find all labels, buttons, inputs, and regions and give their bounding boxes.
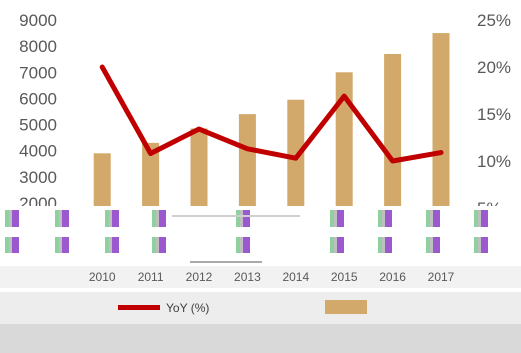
left-tick-label: 6000 [19,89,57,108]
bar-2012 [190,128,208,207]
left-tick-label: 9000 [19,11,57,30]
glitch-stripe [59,210,62,227]
glitch-band [0,266,521,288]
right-tick-label: 15% [477,105,511,124]
glitch-stripe [430,210,433,227]
glitch-stripe [478,237,481,253]
bar-2011 [142,142,160,207]
glitch-band [0,324,521,353]
glitch-stripe [334,237,337,253]
bar-2010 [93,153,111,207]
corrupted-band: 2010 2011 2012 2013 2014 2015 2016 2017 [0,206,521,353]
glitch-stripe [5,237,9,253]
x-tick-label: 2015 [331,270,358,284]
glitch-stripe [105,237,109,253]
glitch-stripe [159,210,166,227]
legend-line-label: YoY (%) [166,301,209,315]
glitch-stripe [156,210,159,227]
glitch-stripe [474,210,478,227]
glitch-stripe [426,237,430,253]
line-layer [99,64,444,164]
glitch-stripe [152,210,156,227]
bar-2014 [287,99,305,207]
x-tick-label: 2016 [379,270,406,284]
bar-2016 [384,53,402,207]
glitch-stripe [240,237,243,253]
glitch-stripe [481,237,488,253]
glitch-stripe [382,237,385,253]
x-tick-label: 2017 [428,270,455,284]
glitch-stripe [330,237,334,253]
glitch-stripe [236,210,240,227]
x-tick-label: 2014 [282,270,309,284]
glitch-stripe [478,210,481,227]
x-tick-label: 2013 [234,270,261,284]
glitch-stripe [9,210,12,227]
legend-bar-swatch [325,300,367,314]
glitch-stripe [330,210,334,227]
x-tick-label: 2012 [186,270,213,284]
right-tick-label: 10% [477,152,511,171]
glitch-stripe [12,210,19,227]
glitch-stripe [378,210,382,227]
x-tick-label: 2010 [89,270,116,284]
glitch-stripe [385,237,392,253]
bar-2017 [432,33,450,208]
glitch-stripe [62,237,69,253]
right-tick-label: 20% [477,58,511,77]
glitch-stripe [55,237,59,253]
glitch-stripe [152,237,156,253]
glitch-stripe [433,210,440,227]
glitch-stripe [236,237,240,253]
glitch-stripe [55,210,59,227]
glitch-stripe [240,210,243,227]
right-tick-label: 25% [477,11,511,30]
legend: YoY (%) [118,300,367,315]
glitch-stripe [105,210,109,227]
glitch-stripe [112,210,119,227]
glitch-stripe [337,237,344,253]
glitch-stripe [385,210,392,227]
glitch-stripe [156,237,159,253]
glitch-stripe [433,237,440,253]
glitch-stripe [243,210,250,227]
glitch-stripe [59,237,62,253]
left-tick-label: 5000 [19,116,57,135]
glitch-cover [0,206,521,306]
yoy-line [99,64,444,164]
glitch-band [0,292,521,324]
glitch-stripe [62,210,69,227]
glitch-stripe [12,237,19,253]
glitch-stripe [382,210,385,227]
glitch-stripe [9,237,12,253]
glitch-stripe [5,210,9,227]
legend-line-swatch [118,305,160,310]
glitch-stripe [481,210,488,227]
bar-2015 [335,72,353,208]
bar-2013 [238,114,256,207]
glitch-stripe [426,210,430,227]
x-tick-label: 2011 [138,270,164,284]
glitch-stripe [337,210,344,227]
left-tick-label: 8000 [19,37,57,56]
left-tick-label: 4000 [19,142,57,161]
glitch-stripe [112,237,119,253]
glitch-stripe [334,210,337,227]
glitch-stripe [430,237,433,253]
glitch-stripe [243,237,250,253]
glitch-stripe [474,237,478,253]
glitch-stripe [109,237,112,253]
left-tick-label: 3000 [19,168,57,187]
bars-layer [93,33,450,208]
glitch-stripe [378,237,382,253]
glitch-stripe [159,237,166,253]
glitch-stripe [109,210,112,227]
left-tick-label: 7000 [19,63,57,82]
